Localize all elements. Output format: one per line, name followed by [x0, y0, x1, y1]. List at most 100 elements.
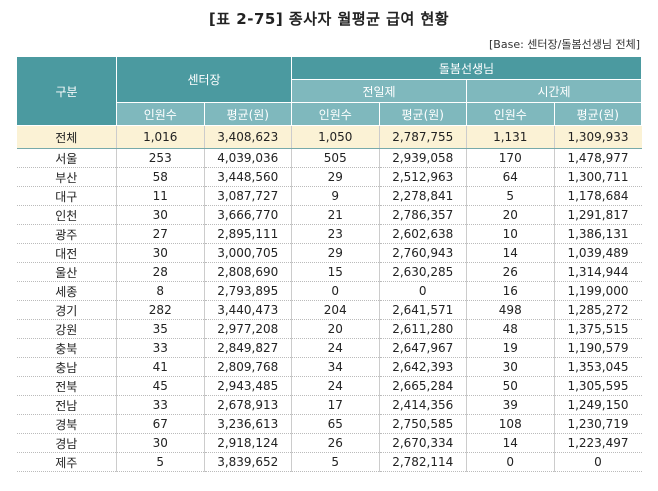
- cell: 2,895,111: [203, 224, 292, 244]
- cell: 30: [116, 205, 204, 225]
- cell: 2,678,913: [203, 395, 292, 415]
- header-count: 인원수: [116, 102, 205, 126]
- row-label: 전북: [16, 376, 117, 396]
- cell: 253: [116, 148, 204, 168]
- cell: 65: [291, 414, 379, 434]
- cell: 1,050: [291, 125, 379, 149]
- cell: 1,230,719: [553, 414, 642, 434]
- cell: 2,750,585: [378, 414, 467, 434]
- cell: 17: [291, 395, 379, 415]
- cell: 50: [466, 376, 554, 396]
- row-label: 강원: [16, 319, 117, 339]
- cell: 204: [291, 300, 379, 320]
- cell: 1,386,131: [553, 224, 642, 244]
- cell: 2,787,755: [378, 125, 467, 149]
- row-label: 대전: [16, 243, 117, 263]
- cell: 2,670,334: [378, 433, 467, 453]
- table-row: 제주 5 3,839,652 5 2,782,114 0 0: [16, 452, 642, 472]
- cell: 1,353,045: [553, 357, 642, 377]
- cell: 39: [466, 395, 554, 415]
- cell: 8: [116, 281, 204, 301]
- cell: 1,039,489: [553, 243, 642, 263]
- cell: 45: [116, 376, 204, 396]
- row-label: 제주: [16, 452, 117, 472]
- cell: 26: [466, 262, 554, 282]
- cell: 30: [116, 243, 204, 263]
- cell: 2,647,967: [378, 338, 467, 358]
- table-row: 경북 67 3,236,613 65 2,750,585 108 1,230,719: [16, 414, 642, 434]
- table-row: 울산 28 2,808,690 15 2,630,285 26 1,314,944: [16, 262, 642, 282]
- cell: 2,782,114: [378, 452, 467, 472]
- cell: 3,448,560: [203, 167, 292, 187]
- cell: 58: [116, 167, 204, 187]
- cell: 0: [553, 452, 642, 472]
- base-note: [Base: 센터장/돌봄선생님 전체]: [489, 38, 640, 51]
- header-avg: 평균(원): [378, 102, 467, 126]
- cell: 0: [378, 281, 467, 301]
- cell: 1,291,817: [553, 205, 642, 225]
- cell: 1,305,595: [553, 376, 642, 396]
- cell: 30: [116, 433, 204, 453]
- header-avg: 평균(원): [553, 102, 642, 126]
- row-label: 경북: [16, 414, 117, 434]
- table-row: 광주 27 2,895,111 23 2,602,638 10 1,386,131: [16, 224, 642, 244]
- row-label: 경기: [16, 300, 117, 320]
- cell: 1,478,977: [553, 148, 642, 168]
- row-label: 전남: [16, 395, 117, 415]
- cell: 1,309,933: [553, 125, 642, 149]
- cell: 2,849,827: [203, 338, 292, 358]
- cell: 3,000,705: [203, 243, 292, 263]
- cell: 2,808,690: [203, 262, 292, 282]
- cell: 108: [466, 414, 554, 434]
- cell: 16: [466, 281, 554, 301]
- cell: 2,939,058: [378, 148, 467, 168]
- cell: 1,375,515: [553, 319, 642, 339]
- cell: 5: [466, 186, 554, 206]
- cell: 1,178,684: [553, 186, 642, 206]
- cell: 1,314,944: [553, 262, 642, 282]
- cell: 67: [116, 414, 204, 434]
- cell: 20: [466, 205, 554, 225]
- cell: 3,236,613: [203, 414, 292, 434]
- row-label: 경남: [16, 433, 117, 453]
- cell: 9: [291, 186, 379, 206]
- cell: 3,087,727: [203, 186, 292, 206]
- table-row: 전북 45 2,943,485 24 2,665,284 50 1,305,595: [16, 376, 642, 396]
- cell: 41: [116, 357, 204, 377]
- header-fulltime: 전일제: [291, 79, 467, 103]
- cell: 2,512,963: [378, 167, 467, 187]
- cell: 505: [291, 148, 379, 168]
- cell: 24: [291, 338, 379, 358]
- cell: 1,285,272: [553, 300, 642, 320]
- cell: 1,131: [466, 125, 554, 149]
- cell: 2,642,393: [378, 357, 467, 377]
- cell: 170: [466, 148, 554, 168]
- cell: 2,809,768: [203, 357, 292, 377]
- table-row: 대전 30 3,000,705 29 2,760,943 14 1,039,489: [16, 243, 642, 263]
- cell: 0: [291, 281, 379, 301]
- table-row: 서울 253 4,039,036 505 2,939,058 170 1,478,977: [16, 148, 642, 168]
- cell: 30: [466, 357, 554, 377]
- cell: 1,249,150: [553, 395, 642, 415]
- header-caregiver: 돌봄선생님: [291, 56, 642, 80]
- cell: 3,839,652: [203, 452, 292, 472]
- table-row: 세종 8 2,793,895 0 0 16 1,199,000: [16, 281, 642, 301]
- cell: 2,602,638: [378, 224, 467, 244]
- cell: 1,223,497: [553, 433, 642, 453]
- row-label: 서울: [16, 148, 117, 168]
- cell: 2,786,357: [378, 205, 467, 225]
- table-row: 경기 282 3,440,473 204 2,641,571 498 1,285,272: [16, 300, 642, 320]
- cell: 2,641,571: [378, 300, 467, 320]
- cell: 2,793,895: [203, 281, 292, 301]
- cell: 23: [291, 224, 379, 244]
- cell: 21: [291, 205, 379, 225]
- cell: 14: [466, 433, 554, 453]
- cell: 3,440,473: [203, 300, 292, 320]
- row-label: 대구: [16, 186, 117, 206]
- cell: 282: [116, 300, 204, 320]
- cell: 0: [466, 452, 554, 472]
- cell: 64: [466, 167, 554, 187]
- cell: 3,666,770: [203, 205, 292, 225]
- cell: 2,278,841: [378, 186, 467, 206]
- cell: 10: [466, 224, 554, 244]
